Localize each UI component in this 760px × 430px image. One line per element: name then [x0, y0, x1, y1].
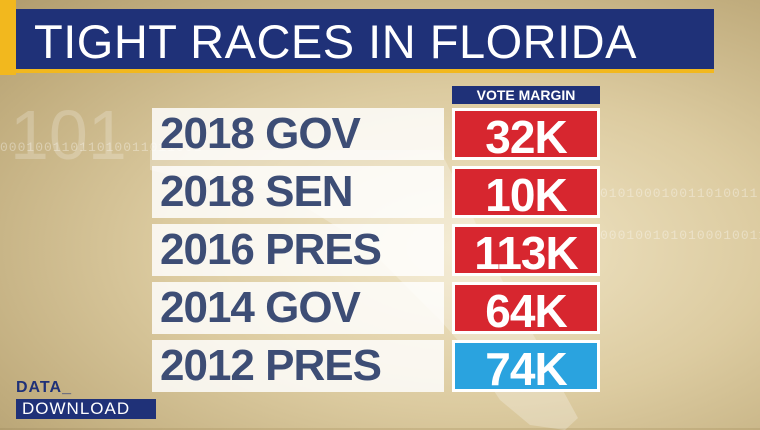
background-binary-text: 00010011011010011011001: [0, 140, 203, 155]
vote-margin-value: 10K: [452, 166, 600, 221]
title-banner: TIGHT RACES IN FLORIDA: [16, 9, 714, 73]
page-title: TIGHT RACES IN FLORIDA: [34, 15, 637, 68]
vote-margin-value: 32K: [452, 108, 600, 163]
race-label: 2018 GOV: [152, 108, 444, 160]
race-label: 2016 PRES: [152, 224, 444, 276]
vote-margin-value: 64K: [452, 282, 600, 337]
background-binary-text: 0001001010100010011: [600, 228, 760, 243]
title-accent-bar: [0, 0, 16, 75]
vote-margin-header: VOTE MARGIN: [452, 86, 600, 104]
race-label: 2012 PRES: [152, 340, 444, 392]
vote-margin-value: 113K: [452, 224, 600, 279]
background-digits: 101: [10, 96, 127, 174]
logo-data-text: DATA_: [16, 379, 72, 396]
logo-download-text: DOWNLOAD: [16, 399, 156, 419]
florida-map-silhouette: [150, 150, 578, 430]
race-label: 2018 SEN: [152, 166, 444, 218]
background-binary-text: 010100010011010011: [600, 186, 759, 201]
race-label: 2014 GOV: [152, 282, 444, 334]
vote-margin-value: 74K: [452, 340, 600, 395]
